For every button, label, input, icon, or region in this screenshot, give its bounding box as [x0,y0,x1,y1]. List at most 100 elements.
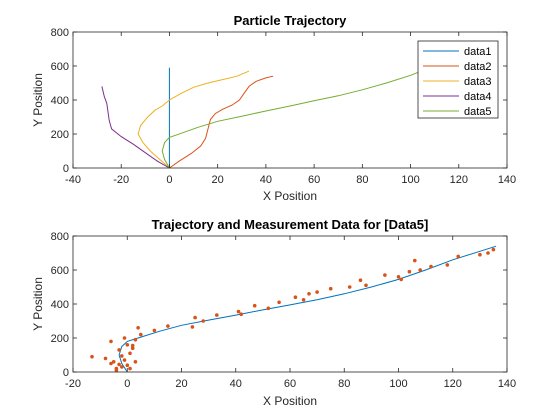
plot-1-ylabel: Y Position [31,73,45,127]
measurement-point [277,300,281,305]
legend-label-data4: data4 [464,91,492,103]
measurement-point [125,363,130,368]
measurement-point [111,360,116,364]
series-data2-line [169,75,274,169]
measurement-point [125,343,130,347]
measurement-point [293,295,298,300]
measurement-point [307,292,311,296]
plot-1-xlabel: X Position [263,189,317,203]
measurement-point [109,361,113,366]
plot-1-xtick-label: 80 [356,174,368,186]
measurement-point [136,326,140,330]
measurement-point [429,264,433,269]
measurement-point [396,275,401,279]
plot-1-xtick-label: -20 [113,174,129,186]
measurement-point [117,362,121,367]
measurement-point [122,336,127,340]
series-data3-line [137,70,250,169]
measurement-point [139,332,143,337]
measurement-point [491,247,496,252]
plot-1: -40 -20 0 20 40 60 80 100 120 140 0 200 400 600 800 Pa… [31,13,516,203]
measurement-point [201,319,205,323]
measurement-point [215,313,219,317]
plot-2-xlabel: X Position [263,394,317,408]
measurement-point [193,315,197,320]
measurement-point [407,269,412,274]
measurement-point [128,351,132,356]
plot-1-xtick-label: 40 [260,174,272,186]
measurement-point [114,368,119,373]
measurement-point [130,346,135,351]
measurement-point [239,312,243,317]
series-data4-line [101,86,170,169]
measurement-point [128,366,132,371]
measurement-point [133,337,138,342]
plot-1-ytick-label: 0 [63,163,69,175]
measurement-point [364,283,368,288]
plot-1-xtick-label: 0 [166,174,172,186]
measurement-point [117,348,121,352]
measurement-point [358,278,363,283]
plot-2-ytick-label: 600 [51,265,69,277]
plot-2-xtick-label: 20 [175,378,187,390]
plot-2-ylabel: Y Position [31,277,45,331]
plot-1-ytick-label: 400 [51,95,69,107]
measurement-point [133,360,138,364]
plot-2-xtick-label: 120 [444,378,462,390]
plot-1-ytick-label: 200 [51,129,69,141]
plot-2-ytick-label: 0 [63,367,69,379]
plot-1-xtick-label: 140 [498,174,516,186]
plot-2-xtick-label: 60 [284,378,296,390]
plot-2-xtick-label: 80 [338,378,350,390]
measurement-point [103,356,108,361]
measurement-point [152,328,157,333]
measurement-point [236,309,241,314]
measurement-point [122,358,127,362]
measurement-point [486,251,490,255]
plot-2-xtick-label: 40 [230,378,242,390]
plot-1-xtick-label: 100 [401,174,419,186]
plot-1-ytick-label: 800 [51,27,69,39]
measurement-point [347,285,352,289]
plot-1-legend: data1 data2 data3 data4 data5 [417,40,499,119]
plot-1-xtick-label: 60 [308,174,320,186]
measurement-point [315,290,319,294]
measurement-point [166,324,170,328]
plot-2-xtick-label: 140 [498,378,516,390]
plot-1-title: Particle Trajectory [234,13,347,28]
plot-2-ytick-label: 800 [51,231,69,243]
plot-2-xtick-label: -20 [65,378,81,390]
measurement-point [399,277,404,282]
measurement-point [478,252,482,257]
measurement-point [90,354,94,359]
plot-1-xtick-label: -40 [65,174,81,186]
measurement-point [109,339,113,344]
measurement-point [418,268,423,272]
plot-1-xtick-label: 120 [450,174,468,186]
measurement-point [130,343,135,348]
measurement-point [456,254,461,259]
measurement-point [252,303,257,308]
plot-2-xtick-label: 100 [389,378,407,390]
plot-2-xtick-label: 0 [124,378,130,390]
measurement-point [445,263,450,267]
plot-2-title: Trajectory and Measurement Data for [Dat… [152,217,429,232]
legend-label-data3: data3 [464,76,492,88]
measurement-point [413,258,417,263]
measurement-point [190,325,195,329]
plot-1-ytick-label: 600 [51,61,69,73]
legend-label-data5: data5 [464,106,492,118]
measurement-point [328,286,333,291]
plot-1-xtick-label: 20 [212,174,224,186]
plot-2-ytick-label: 200 [51,333,69,345]
measurement-point [120,365,124,369]
measurement-point [383,273,387,277]
legend-label-data2: data2 [464,61,492,73]
measurement-point [301,298,306,302]
measurement-point [120,354,124,358]
legend-label-data1: data1 [464,46,492,58]
measurement-point [266,306,271,311]
plot-2-ytick-label: 400 [51,299,69,311]
